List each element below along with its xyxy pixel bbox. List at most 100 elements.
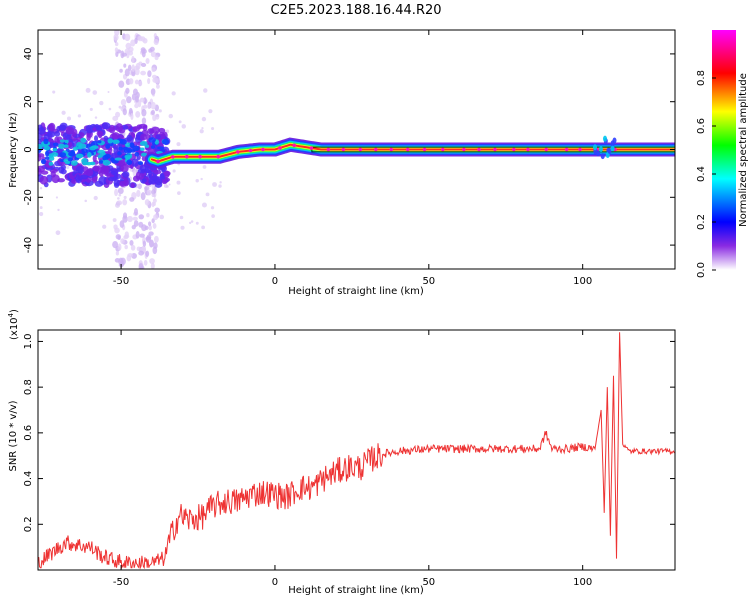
scatter-mark (54, 136, 60, 145)
speckle-mark (203, 88, 208, 93)
speckle-mark (130, 112, 134, 120)
ridge-peak-mark (341, 147, 346, 152)
ridge-peak-mark (422, 147, 427, 152)
speckle-mark (114, 188, 119, 197)
speckle-mark (177, 191, 181, 195)
x-tick-label: 0 (272, 577, 278, 588)
speckle-mark (140, 36, 146, 42)
speckle-mark (39, 206, 43, 210)
blip-mark (607, 147, 612, 154)
scatter-core-mark (52, 148, 58, 152)
scatter-mark (147, 128, 155, 135)
y-tick-label: -20 (23, 189, 34, 205)
scatter-mark (141, 178, 147, 183)
speckle-mark (134, 68, 140, 76)
speckle-mark (151, 218, 155, 224)
ridge-peak-mark (493, 147, 497, 152)
x-tick-label: 100 (573, 276, 592, 287)
speckle-mark (138, 221, 144, 228)
scatter-core-mark (111, 139, 120, 144)
ridge-peak-mark (441, 147, 445, 152)
colorbar: 0.0 0.2 0.4 0.6 0.8 Normalized spectral ampl… (696, 30, 749, 278)
speckle-mark (158, 109, 162, 113)
speckle-mark (122, 108, 127, 116)
snr-frame (37, 329, 676, 571)
scatter-core-mark (144, 144, 150, 148)
speckle-mark (114, 42, 119, 47)
speckle-mark (201, 116, 207, 122)
speckle-mark (61, 110, 66, 115)
speckle-mark (124, 231, 129, 238)
ridge-peak-mark (526, 147, 530, 152)
colorbar-label: Normalized spectral amplitude (738, 73, 749, 227)
speckle-mark (52, 90, 56, 94)
ridge-peak-mark (236, 150, 240, 154)
scatter-mark (71, 178, 78, 184)
speckle-mark (146, 212, 150, 218)
speckle-mark (113, 224, 118, 230)
scatter-core-mark (44, 156, 50, 160)
y-tick-label: 20 (23, 95, 34, 108)
scatter-mark (136, 155, 141, 161)
scatter-core-mark (148, 137, 156, 143)
scatter-core-mark (105, 144, 111, 149)
speckle-mark (201, 225, 205, 230)
speckle-mark (153, 235, 159, 243)
speckle-mark (150, 109, 156, 115)
speckle-mark (152, 74, 157, 79)
speckle-mark (147, 103, 151, 110)
speckle-mark (152, 114, 157, 122)
speckle-mark (150, 51, 157, 58)
scatter-mark (100, 165, 110, 171)
colorbar-tick-label: 0.6 (696, 118, 707, 134)
scatter-mark (48, 122, 56, 132)
speckle-mark (131, 55, 135, 63)
scatter-core-mark (102, 155, 109, 161)
speckle-mark (150, 262, 155, 269)
speckle-mark (134, 208, 138, 216)
speckle-mark (122, 212, 128, 219)
scatter-core-mark (52, 142, 59, 147)
scatter-mark (164, 170, 170, 178)
y-tick-label: 0.4 (23, 471, 34, 487)
ridge-peak-mark (185, 154, 189, 159)
speckle-mark (85, 87, 91, 93)
speckle-mark (208, 109, 213, 114)
scatter-mark (98, 176, 108, 185)
speckle-mark (151, 193, 156, 198)
speckle-mark (211, 214, 215, 218)
speckle-mark (123, 195, 127, 200)
snr-y-ticks: 0.2 0.4 0.6 0.8 1.0 (23, 333, 675, 532)
speckle-mark (114, 47, 119, 53)
snr-panel: -50 0 50 100 0.2 0.4 0.6 0.8 1.0 Height of stra… (7, 309, 676, 596)
speckle-mark (120, 238, 125, 244)
speckle-mark (84, 199, 87, 203)
speckle-mark (151, 67, 156, 73)
speckle-mark (200, 177, 203, 181)
scatter-mark (133, 126, 138, 133)
speckle-mark (115, 202, 121, 208)
speckle-mark (181, 124, 187, 129)
scatter-core-mark (59, 152, 67, 158)
blip-mark (600, 153, 605, 160)
spectrogram-y-ticks: -40 -20 0 20 40 (23, 48, 675, 253)
speckle-mark (219, 181, 222, 184)
ridge-peak-mark (292, 143, 297, 148)
speckle-mark (117, 197, 120, 200)
scatter-core-mark (129, 142, 135, 148)
speckle-mark (149, 46, 155, 52)
speckle-mark (124, 68, 130, 77)
scatter-mark (139, 133, 147, 141)
y-tick-label: 0 (23, 146, 34, 152)
speckle-mark (118, 257, 124, 266)
scatter-core-mark (124, 154, 132, 160)
scatter-core-mark (89, 146, 97, 151)
scatter-core-mark (124, 142, 132, 148)
speckle-mark (201, 126, 204, 130)
speckle-mark (113, 33, 119, 41)
speckle-mark (122, 199, 128, 206)
speckle-mark (145, 236, 151, 241)
speckle-mark (99, 100, 104, 106)
scatter-core-mark (80, 137, 87, 143)
speckle-mark (115, 234, 121, 240)
